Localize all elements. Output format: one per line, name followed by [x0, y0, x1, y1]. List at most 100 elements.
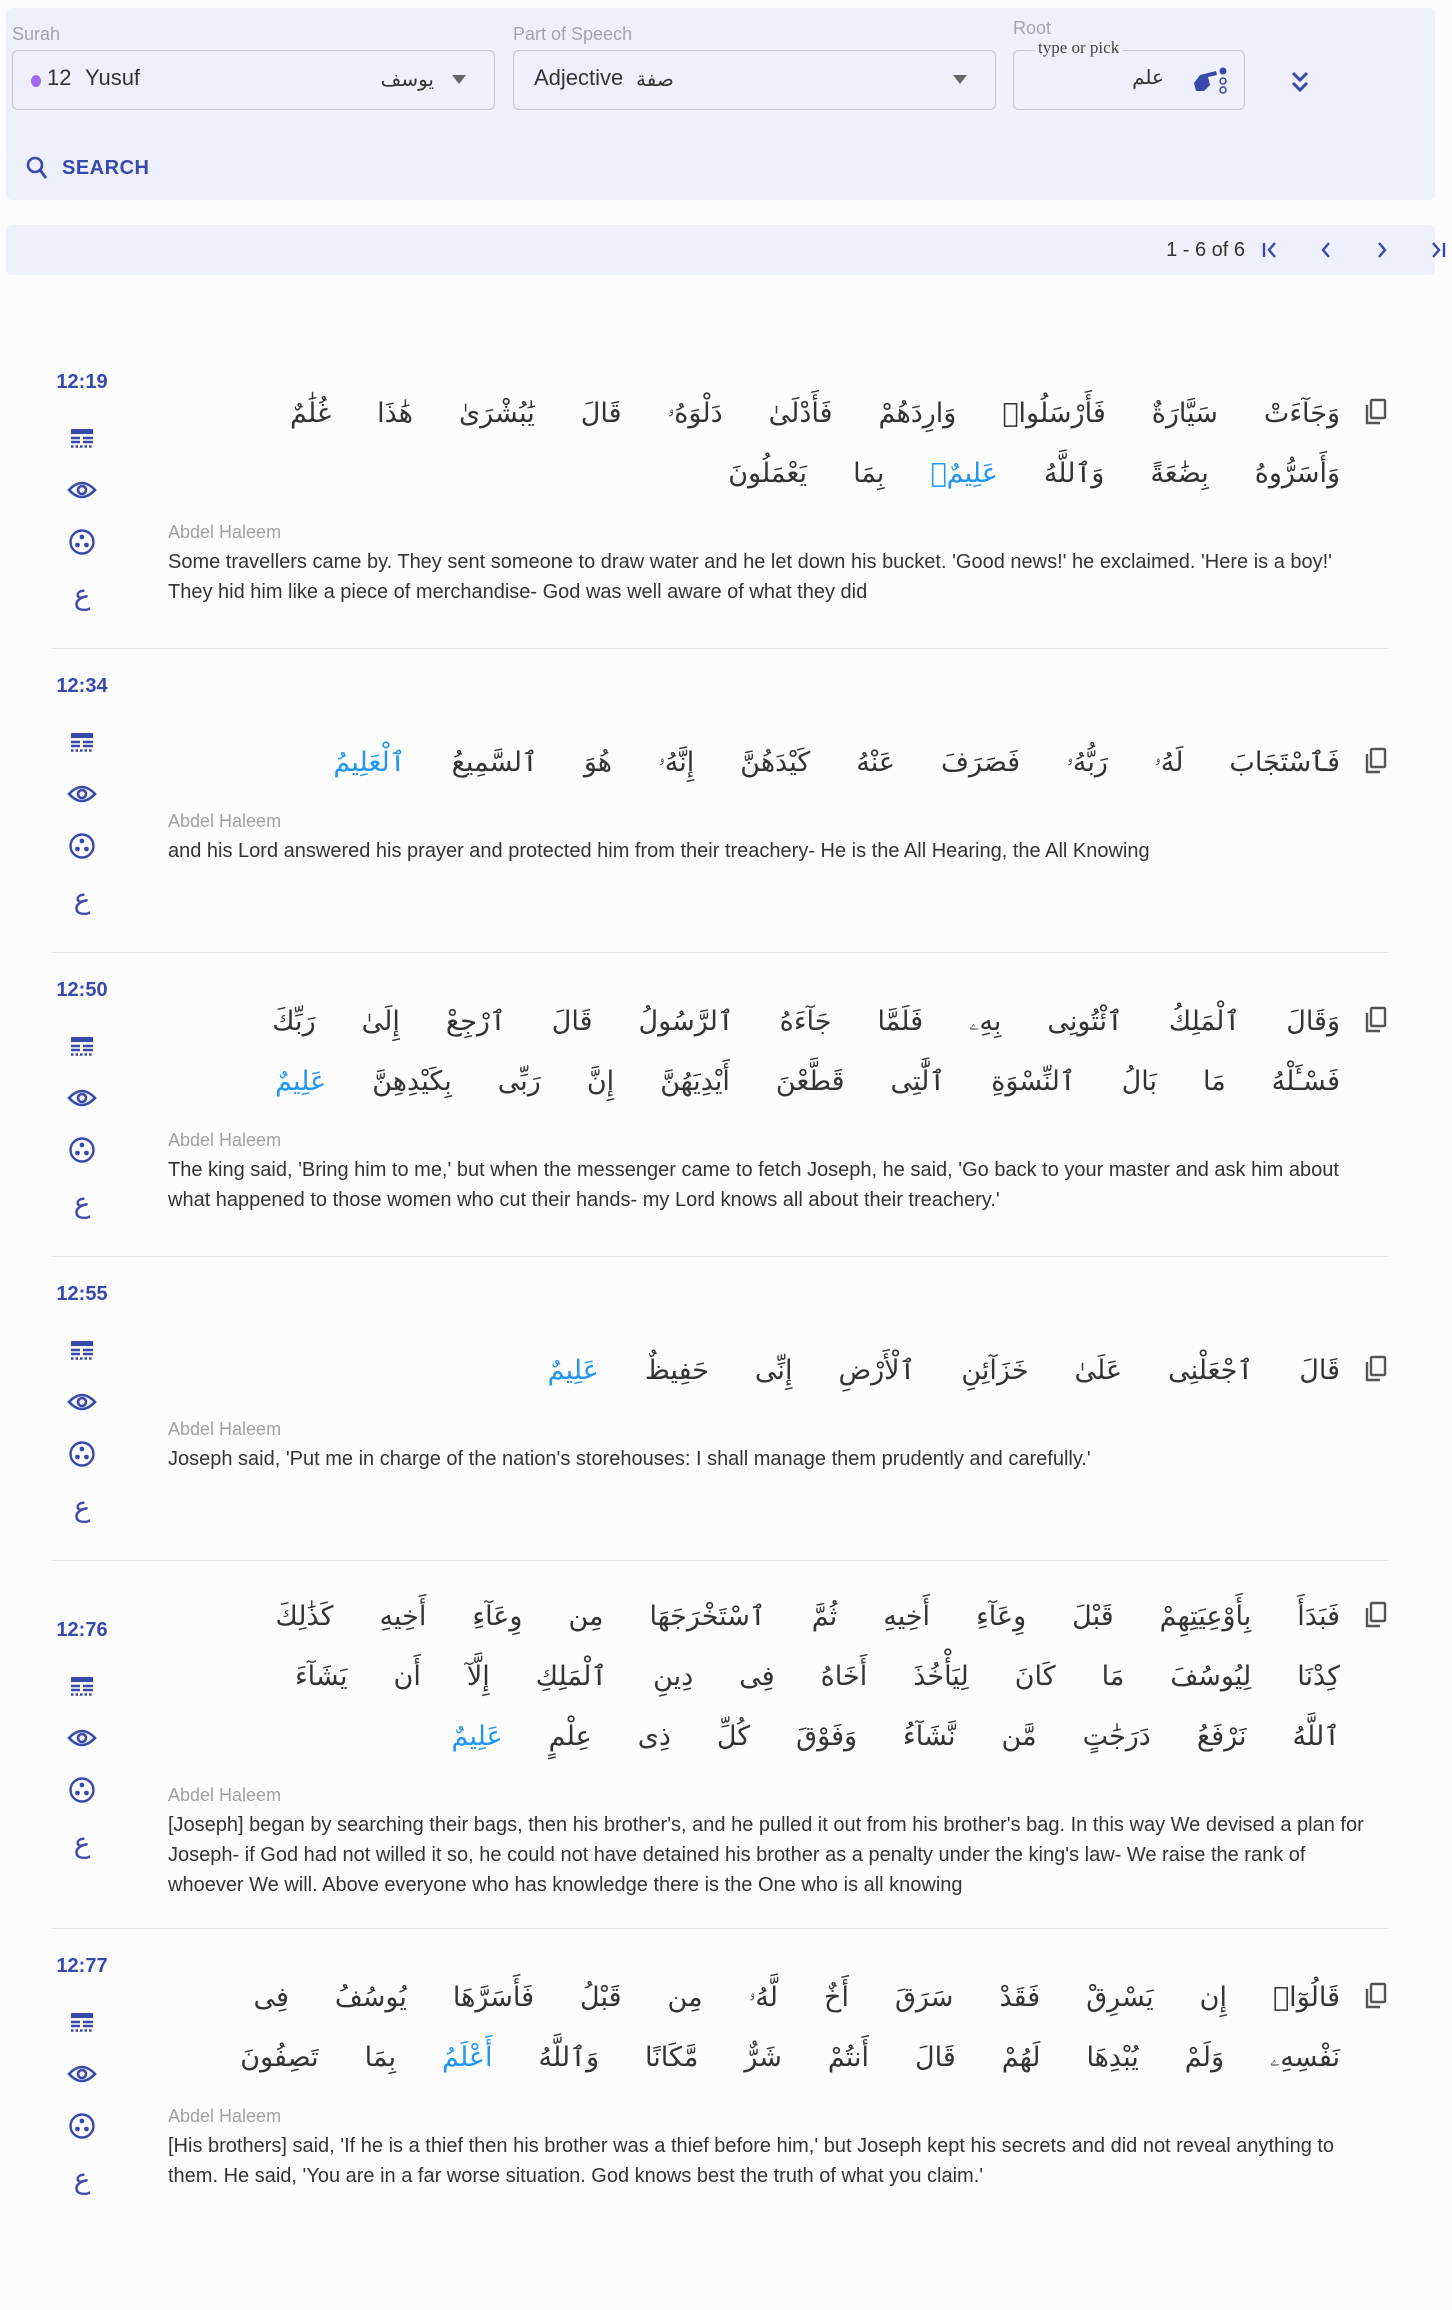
grammar-dots-icon[interactable] — [67, 1439, 97, 1469]
arabic-word[interactable]: فَأَسَرَّهَا — [452, 1982, 535, 2013]
grammar-dots-icon[interactable] — [67, 2111, 97, 2141]
arabic-word[interactable]: مَّن — [1001, 1721, 1037, 1752]
arabic-word[interactable]: مَّكَانًا — [645, 2042, 699, 2073]
arabic-word[interactable]: وَٱللَّهُ — [1043, 458, 1105, 489]
previous-page-button[interactable] — [1313, 237, 1339, 263]
copy-icon[interactable] — [1364, 1601, 1388, 1629]
search-button[interactable]: SEARCH — [26, 156, 149, 180]
first-page-button[interactable] — [1257, 237, 1283, 263]
arabic-word[interactable]: أَخٌ — [824, 1982, 849, 2013]
arabic-word[interactable]: قَالَ — [551, 1006, 593, 1037]
arabic-word[interactable]: قَبْلَ — [1072, 1601, 1114, 1632]
word-table-icon[interactable] — [67, 2007, 97, 2037]
arabic-word[interactable]: كِدْنَا — [1297, 1661, 1340, 1692]
verse-ref[interactable]: 12:34 — [56, 675, 108, 697]
last-page-button[interactable] — [1425, 237, 1451, 263]
eye-icon[interactable] — [67, 1083, 97, 1113]
grammar-dots-icon[interactable] — [67, 527, 97, 557]
highlighted-word[interactable]: عَلِيمٌ — [275, 1066, 327, 1097]
pos-select[interactable]: Adjective صفة — [513, 50, 996, 110]
arabic-word[interactable]: إِن — [1199, 1982, 1227, 2013]
arabic-word[interactable]: فَقَدْ — [999, 1982, 1041, 2013]
arabic-word[interactable]: أَن — [393, 1661, 421, 1692]
grammar-dots-icon[interactable] — [67, 1135, 97, 1165]
arabic-word[interactable]: دِينِ — [653, 1661, 694, 1692]
arabic-word[interactable]: خَزَآئِنِ — [961, 1355, 1029, 1386]
arabic-letter-icon[interactable]: ع — [73, 577, 91, 611]
arabic-word[interactable]: سَيَّارَةٌ — [1151, 398, 1218, 429]
arabic-word[interactable]: دَلْوَهُۥ — [667, 398, 723, 429]
pointing-hand-icon[interactable] — [1192, 65, 1228, 97]
arabic-word[interactable]: ٱلسَّمِيعُ — [451, 747, 538, 778]
grammar-dots-icon[interactable] — [67, 1775, 97, 1805]
arabic-word[interactable]: أَنتُمْ — [827, 2042, 870, 2073]
highlighted-word[interactable]: عَلِيمٌ — [547, 1355, 599, 1386]
verse-ref[interactable]: 12:77 — [56, 1955, 108, 1977]
arabic-word[interactable]: إِلَّآ — [466, 1661, 490, 1692]
arabic-word[interactable]: بِمَا — [364, 2042, 396, 2073]
arabic-word[interactable]: قَالُوٓا۟ — [1272, 1982, 1340, 2013]
arabic-letter-icon[interactable]: ع — [73, 1825, 91, 1859]
root-field[interactable]: type or pick علم — [1013, 38, 1245, 110]
arabic-letter-icon[interactable]: ع — [73, 2161, 91, 2195]
arabic-word[interactable]: عِلْمٍ — [548, 1721, 592, 1752]
highlighted-word[interactable]: عَلِيمٌ — [451, 1721, 503, 1752]
copy-icon[interactable] — [1364, 747, 1388, 775]
arabic-word[interactable]: لِيُوسُفَ — [1170, 1661, 1252, 1692]
arabic-word[interactable]: أَيْدِيَهُنَّ — [660, 1066, 730, 1097]
arabic-word[interactable]: ٱسْتَخْرَجَهَا — [649, 1601, 766, 1632]
arabic-word[interactable]: قَالَ — [915, 2042, 956, 2073]
arabic-word[interactable]: قَالَ — [580, 398, 622, 429]
arabic-word[interactable]: ثُمَّ — [811, 1601, 838, 1632]
arabic-word[interactable]: فَبَدَأَ — [1297, 1601, 1340, 1632]
arabic-word[interactable]: يَسْرِقْ — [1086, 1982, 1154, 2013]
arabic-word[interactable]: ٱلنِّسْوَةِ — [991, 1066, 1076, 1097]
arabic-word[interactable]: بِهِۦ — [969, 1006, 1002, 1037]
arabic-word[interactable]: قَبْلُ — [580, 1982, 622, 2013]
next-page-button[interactable] — [1369, 237, 1395, 263]
grammar-dots-icon[interactable] — [67, 831, 97, 861]
highlighted-word[interactable]: عَلِيمٌۢ — [930, 458, 998, 489]
arabic-word[interactable]: ذِى — [637, 1721, 671, 1752]
arabic-word[interactable]: إِلَىٰ — [361, 1006, 400, 1037]
arabic-word[interactable]: إِنَّهُۥ — [658, 747, 695, 778]
copy-icon[interactable] — [1364, 1006, 1388, 1034]
arabic-word[interactable]: فِى — [253, 1982, 289, 2013]
arabic-letter-icon[interactable]: ع — [73, 881, 91, 915]
copy-icon[interactable] — [1364, 1982, 1388, 2010]
word-table-icon[interactable] — [67, 727, 97, 757]
arabic-letter-icon[interactable]: ع — [73, 1185, 91, 1219]
arabic-word[interactable]: فِى — [739, 1661, 775, 1692]
verse-ref[interactable]: 12:50 — [56, 979, 108, 1001]
arabic-word[interactable]: لَهُمْ — [1001, 2042, 1041, 2073]
arabic-word[interactable]: وِعَآءِ — [976, 1601, 1027, 1632]
eye-icon[interactable] — [67, 779, 97, 809]
highlighted-word[interactable]: ٱلْعَلِيمُ — [333, 747, 406, 778]
arabic-word[interactable]: أَخِيهِ — [379, 1601, 427, 1632]
arabic-word[interactable]: بِكَيْدِهِنَّ — [372, 1066, 452, 1097]
eye-icon[interactable] — [67, 475, 97, 505]
arabic-word[interactable]: حَفِيظٌ — [644, 1355, 709, 1386]
arabic-word[interactable]: نَفْسِهِۦ — [1270, 2042, 1340, 2073]
arabic-word[interactable]: لِيَأْخُذَ — [913, 1661, 969, 1692]
surah-select[interactable]: 12 Yusuf يوسف — [12, 50, 495, 110]
arabic-word[interactable]: فَٱسْتَجَابَ — [1229, 747, 1340, 778]
arabic-word[interactable]: يُوسُفُ — [334, 1982, 407, 2013]
arabic-word[interactable]: نَّشَآءُ — [903, 1721, 956, 1752]
arabic-word[interactable]: وَفَوْقَ — [796, 1721, 858, 1752]
copy-icon[interactable] — [1364, 1355, 1388, 1383]
arabic-word[interactable]: قَطَّعْنَ — [775, 1066, 845, 1097]
arabic-word[interactable]: لَّهُۥ — [748, 1982, 779, 2013]
word-table-icon[interactable] — [67, 423, 97, 453]
arabic-word[interactable]: كَانَ — [1014, 1661, 1056, 1692]
arabic-word[interactable]: ٱرْجِعْ — [445, 1006, 506, 1037]
arabic-word[interactable]: ٱجْعَلْنِى — [1168, 1355, 1254, 1386]
arabic-word[interactable]: أَخِيهِ — [883, 1601, 931, 1632]
copy-icon[interactable] — [1364, 398, 1388, 426]
arabic-word[interactable]: يَشَآءَ — [294, 1661, 348, 1692]
highlighted-word[interactable]: أَعْلَمُ — [441, 2042, 493, 2073]
arabic-word[interactable]: ٱلَّٰتِى — [890, 1066, 946, 1097]
arabic-word[interactable]: سَرَقَ — [894, 1982, 954, 2013]
arabic-word[interactable]: فَلَمَّا — [877, 1006, 924, 1037]
arabic-word[interactable]: عَلَىٰ — [1074, 1355, 1123, 1386]
